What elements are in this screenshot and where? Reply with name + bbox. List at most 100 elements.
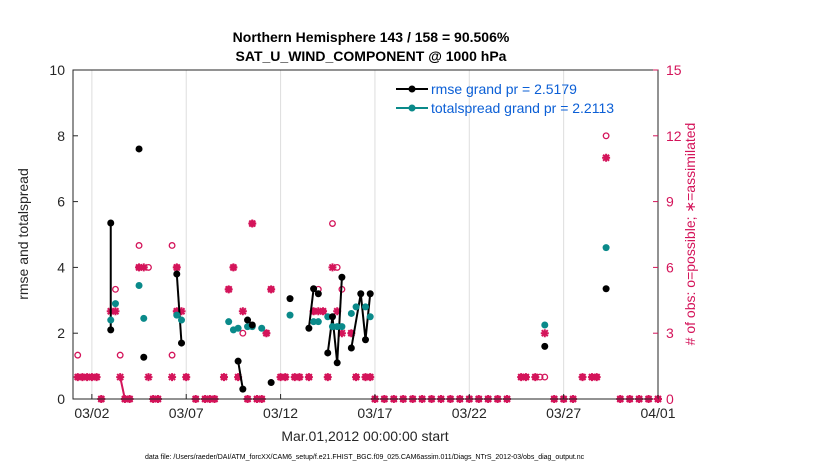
y-tick-label-right: 3 <box>666 325 674 341</box>
series-layer <box>107 145 610 393</box>
obs-assimilated-point <box>78 373 87 382</box>
obs-assimilated-point <box>238 307 247 316</box>
obs-possible-point <box>112 285 119 293</box>
rmse-line-segment <box>175 273 183 344</box>
obs-assimilated-point <box>602 153 611 162</box>
obs-assimilated-point <box>92 373 101 382</box>
rmse-point <box>347 344 355 352</box>
rmse-point <box>602 285 610 293</box>
obs-assimilated-point <box>347 329 356 338</box>
obs-assimilated-point <box>352 373 361 382</box>
obs-assimilated-point <box>531 373 540 382</box>
rmse-line-segment <box>350 293 362 349</box>
obs-assimilated-point <box>276 373 285 382</box>
rmse-point <box>366 290 374 298</box>
obs-assimilated-point <box>262 329 271 338</box>
y-tick-label-left: 2 <box>57 325 65 341</box>
obs-possible-point <box>116 351 124 359</box>
spread-point <box>140 314 148 322</box>
spread-point <box>314 318 322 326</box>
spread-point <box>258 324 266 332</box>
rmse-point <box>244 316 252 324</box>
rmse-line-segment <box>307 288 315 329</box>
obs-assimilated-point <box>309 307 318 316</box>
rmse-point <box>362 336 369 344</box>
legend-spread-label: totalspread grand pr = 2.2113 <box>431 100 614 116</box>
obs-assimilated-point <box>333 307 342 316</box>
rmse-point <box>338 273 346 281</box>
spread-point <box>111 300 119 308</box>
obs-assimilated-point <box>314 307 323 316</box>
chart-title-line1: Northern Hemisphere 143 / 158 = 90.506% <box>233 29 510 45</box>
rmse-point <box>333 359 341 367</box>
x-tick-label: 03/02 <box>74 405 109 421</box>
spread-point <box>286 311 294 319</box>
y-tick-label-left: 8 <box>57 128 65 144</box>
x-tick-label: 03/22 <box>452 405 487 421</box>
obs-assimilated-point <box>248 219 257 228</box>
obs-assimilated-point <box>234 373 243 382</box>
x-tick-label: 04/01 <box>640 405 675 421</box>
obs-assimilated-point <box>224 285 233 294</box>
rmse-point <box>239 385 247 393</box>
obs-assimilated-point <box>540 329 549 338</box>
rmse-point <box>135 145 143 153</box>
spread-point <box>366 313 374 321</box>
spread-point <box>602 244 610 252</box>
x-tick-label: 03/17 <box>357 405 392 421</box>
obs-assimilated-point <box>304 373 313 382</box>
spread-point <box>173 311 181 319</box>
rmse-point <box>178 339 186 347</box>
y-tick-label-right: 9 <box>666 194 674 210</box>
legend-spread-marker <box>408 104 416 112</box>
spread-point <box>234 324 242 332</box>
spread-point <box>362 303 369 311</box>
y-axis-label-left: rmse and totalspread <box>15 168 31 300</box>
y-tick-label-left: 6 <box>57 194 65 210</box>
spread-point <box>107 316 115 324</box>
rmse-point <box>107 219 115 227</box>
rmse-point <box>286 295 294 303</box>
footer-data-file: data file: /Users/raeder/DAI/ATM_forcXX/… <box>145 454 585 461</box>
obs-assimilated-point <box>182 373 191 382</box>
spread-point <box>178 316 186 324</box>
obs-assimilated-point <box>323 373 332 382</box>
legend-rmse-marker <box>408 85 416 93</box>
spread-point <box>541 321 549 329</box>
obs-assimilated-point <box>116 373 125 382</box>
rmse-line-segment <box>326 316 334 354</box>
obs-assimilated-point <box>295 373 304 382</box>
obs-assimilated-point <box>517 373 526 382</box>
spread-point <box>225 318 233 326</box>
y-tick-label-right: 6 <box>666 259 674 275</box>
obs-assimilated-point <box>361 373 370 382</box>
rmse-point <box>324 349 332 357</box>
obs-assimilated-point <box>521 373 530 382</box>
x-axis-label: Mar.01,2012 00:00:00 start <box>281 428 448 444</box>
spread-point <box>352 303 360 311</box>
obs-assimilated-point <box>168 373 177 382</box>
obs-assimilated-point <box>290 373 299 382</box>
obs-possible-point <box>602 132 610 140</box>
obs-assimilated-point <box>111 307 120 316</box>
x-tick-label: 03/12 <box>263 405 298 421</box>
rmse-point <box>305 324 313 332</box>
y-tick-label-right: 12 <box>666 128 682 144</box>
rmse-point <box>267 379 275 387</box>
y-tick-label-left: 0 <box>57 391 65 407</box>
y-axis-label-right: # of obs: o=possible; ∗=assimilated <box>682 123 698 346</box>
obs-assimilated-point <box>144 373 153 382</box>
obs-assimilated-point <box>87 373 96 382</box>
obs-assimilated-point <box>281 373 290 382</box>
rmse-point <box>357 290 365 298</box>
y-tick-label-right: 15 <box>666 62 682 78</box>
obs-assimilated-point <box>177 307 186 316</box>
obs-assimilated-point <box>73 373 82 382</box>
obs-assimilated-point <box>328 263 337 272</box>
obs-assimilated-point <box>319 307 328 316</box>
rmse-point <box>541 342 549 350</box>
obs-assimilated-point <box>172 307 181 316</box>
legend: rmse grand pr = 2.5179 totalspread grand… <box>396 81 614 116</box>
rmse-line-segment <box>336 277 343 363</box>
